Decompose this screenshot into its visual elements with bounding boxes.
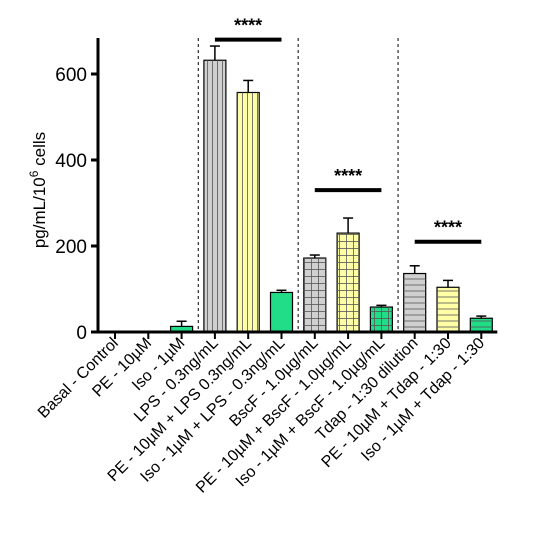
- bar-pattern: [470, 318, 493, 332]
- y-axis-label: pg/mL/106 cells: [27, 132, 49, 248]
- bar-pattern: [337, 233, 360, 332]
- bar-pattern: [303, 258, 326, 332]
- bar-pattern: [370, 307, 393, 332]
- bar-pattern: [237, 92, 260, 333]
- bar: [269, 291, 294, 333]
- y-tick-label: 400: [55, 151, 87, 172]
- significance-label: ****: [334, 166, 362, 186]
- y-tick-label: 0: [76, 323, 87, 344]
- bar-pattern: [403, 273, 426, 332]
- y-tick-label: 200: [55, 237, 87, 258]
- significance-label: ****: [434, 218, 462, 238]
- significance-label: ****: [234, 16, 262, 36]
- bar-pattern: [203, 60, 226, 333]
- bar-pattern: [437, 287, 459, 332]
- y-tick-label: 600: [55, 65, 87, 86]
